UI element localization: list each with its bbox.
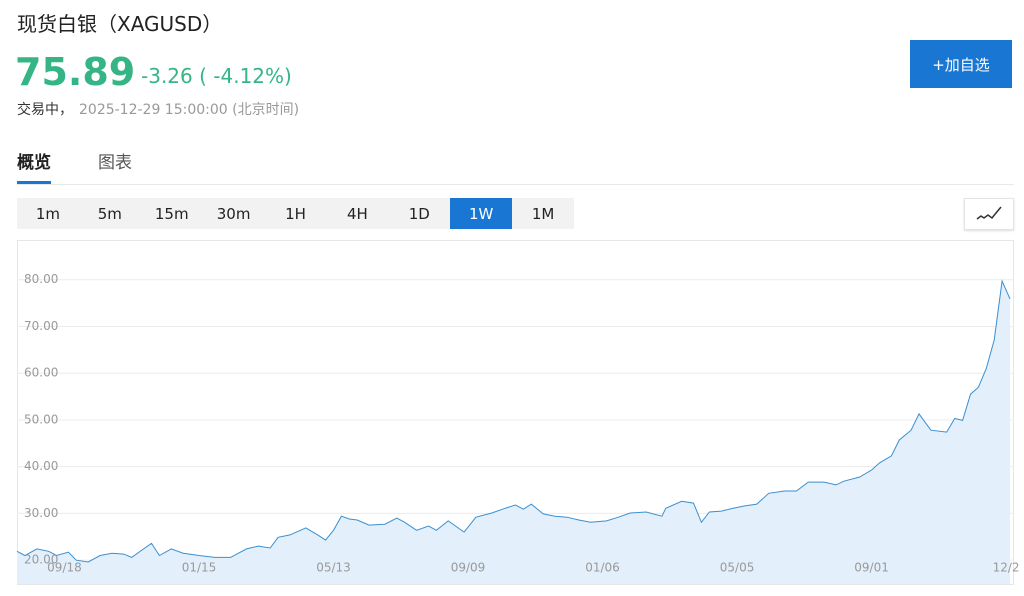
separator — [17, 184, 1014, 185]
period-button[interactable]: 1M — [531, 204, 555, 223]
chart-style-button[interactable] — [964, 198, 1014, 230]
title: 现货白银（XAGUSD） — [17, 12, 223, 36]
x-tick-label: 09/01 — [854, 561, 889, 575]
add-button[interactable]: +加自选 — [910, 40, 1012, 88]
x-tick-label: 09/09 — [451, 561, 486, 575]
period-button[interactable]: 1W — [450, 198, 513, 229]
x-tick-label: 05/13 — [316, 561, 351, 575]
period-button[interactable]: 5m — [97, 204, 122, 223]
tab[interactable]: 图表 — [98, 153, 132, 173]
price: 75.89 — [15, 50, 136, 94]
x-tick-label: 01/06 — [585, 561, 620, 575]
period-button[interactable]: 1H — [285, 204, 306, 223]
y-tick-label: 30.00 — [24, 506, 58, 520]
x-tick-label: 12/2 — [993, 561, 1020, 575]
x-tick-label: 01/15 — [182, 561, 217, 575]
y-tick-label: 50.00 — [24, 412, 58, 426]
tab[interactable]: 概览 — [17, 148, 51, 184]
period-button[interactable]: 1m — [35, 204, 61, 223]
period-button[interactable]: 1D — [408, 204, 430, 223]
status: 交易中， — [17, 102, 73, 118]
y-tick-label: 80.00 — [24, 272, 58, 286]
y-tick-label: 60.00 — [24, 366, 58, 380]
x-tick-label: 05/05 — [720, 561, 755, 575]
line — [16, 279, 1011, 563]
period-bar: 1m 5m 15m 30m 1H 4H 1D 1W 1M — [17, 198, 574, 229]
y-tick-label: 20.00 — [24, 553, 58, 567]
area-fill — [17, 281, 1011, 584]
period-button[interactable]: 4H — [346, 204, 368, 223]
y-tick-label: 40.00 — [24, 459, 58, 473]
price-change: -3.26 ( -4.12%) — [141, 64, 292, 88]
icon-line — [976, 206, 1002, 220]
chart: 20.00 30.00 40.00 50.00 60.00 70.00 80.00 09/18… — [16, 240, 1020, 585]
y-tick-label: 70.00 — [24, 319, 58, 333]
x-tick-label: 09/18 — [47, 561, 82, 575]
chart-style-icon — [976, 206, 1002, 220]
timestamp: 2025-12-29 15:00:00 (北京时间) — [79, 102, 300, 118]
period-button[interactable]: 15m — [154, 204, 189, 223]
period-button[interactable]: 30m — [216, 204, 251, 223]
